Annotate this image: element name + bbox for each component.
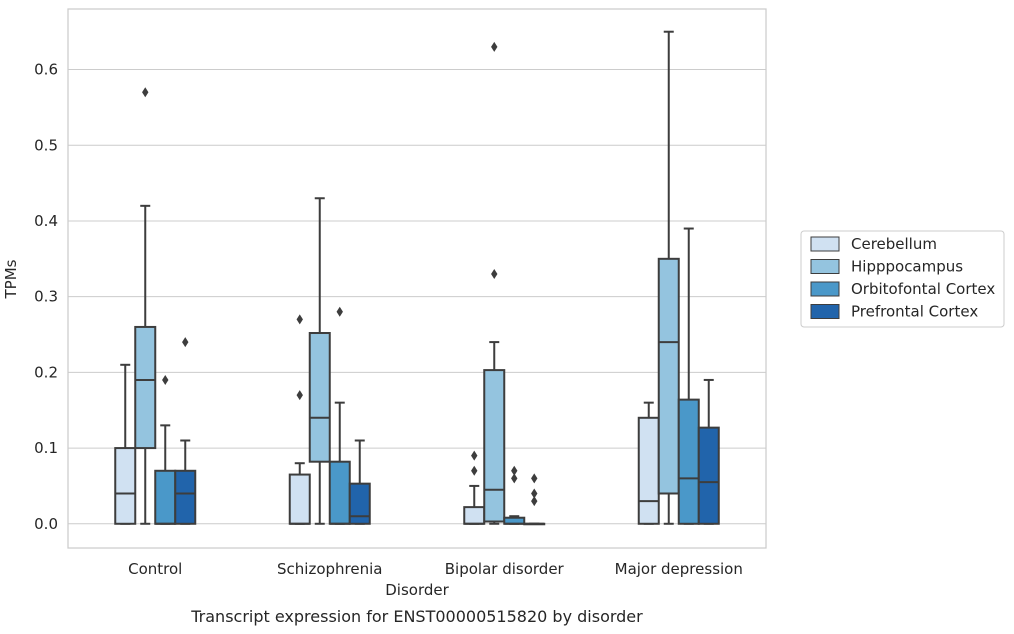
box	[288, 473, 311, 525]
x-axis-label: Disorder	[385, 581, 449, 599]
box-prefrontal-cortex	[174, 337, 197, 525]
outlier-point	[491, 268, 498, 279]
outlier-point	[162, 374, 169, 385]
x-axis-ticks: Control Schizophrenia Bipolar disorder Majo…	[128, 560, 743, 578]
y-axis-label: TPMs	[2, 259, 20, 299]
box-groups	[114, 30, 720, 526]
outlier-point	[531, 488, 538, 499]
box	[463, 506, 486, 525]
legend-label: Hipppocampus	[851, 258, 963, 276]
legend-label: Cerebellum	[851, 235, 937, 253]
legend-frame	[800, 230, 1005, 328]
box-orbitofontal-cortex	[328, 306, 351, 525]
box-cerebellum	[463, 450, 486, 525]
y-tick-label: 0.0	[34, 515, 58, 533]
legend: Cerebellum Hipppocampus Orbitofontal Corte…	[800, 230, 1005, 328]
box	[348, 482, 371, 525]
box-hipppocampus	[483, 41, 506, 525]
y-tick-label: 0.6	[34, 61, 58, 79]
x-tick-label: Bipolar disorder	[445, 560, 565, 578]
outlier-point	[531, 496, 538, 507]
box-hipppocampus	[134, 87, 157, 525]
y-tick-label: 0.2	[34, 363, 58, 381]
box-prefrontal-cortex	[697, 378, 720, 525]
box	[697, 426, 720, 525]
box-cerebellum	[288, 314, 311, 525]
box-hipppocampus	[308, 197, 331, 525]
plot-frame	[67, 8, 767, 549]
x-tick-label: Schizophrenia	[277, 560, 382, 578]
outlier-point	[296, 314, 303, 325]
legend-label: Prefrontal Cortex	[851, 303, 978, 321]
outlier-point	[531, 473, 538, 484]
outlier-point	[182, 337, 189, 348]
box	[637, 416, 660, 525]
y-tick-label: 0.4	[34, 212, 58, 230]
outlier-point	[142, 87, 149, 98]
box-prefrontal-cortex	[348, 439, 371, 525]
legend-label: Orbitofontal Cortex	[851, 280, 995, 298]
box-orbitofontal-cortex	[677, 227, 700, 525]
box	[114, 447, 137, 525]
box-orbitofontal-cortex	[154, 374, 177, 525]
box	[154, 469, 177, 525]
y-tick-label: 0.5	[34, 136, 58, 154]
x-tick-label: Major depression	[615, 560, 743, 578]
legend-swatch	[810, 304, 840, 319]
outlier-point	[511, 465, 518, 476]
y-tick-label: 0.1	[34, 439, 58, 457]
outlier-point	[491, 41, 498, 52]
outlier-point	[471, 465, 478, 476]
box	[174, 469, 197, 525]
box-cerebellum	[637, 401, 660, 525]
outlier-point	[336, 306, 343, 317]
legend-swatch	[810, 236, 840, 252]
outlier-point	[511, 473, 518, 484]
box-orbitofontal-cortex	[503, 465, 526, 525]
chart-caption: Transcript expression for ENST0000051582…	[190, 607, 643, 626]
box	[308, 332, 331, 463]
box	[657, 257, 680, 495]
box	[328, 460, 351, 525]
box	[483, 369, 506, 523]
y-axis-ticks: 0.0 0.1 0.2 0.3 0.4 0.5 0.6	[34, 61, 58, 533]
x-tick-label: Control	[128, 560, 182, 578]
y-tick-label: 0.3	[34, 288, 58, 306]
legend-swatch	[810, 281, 840, 297]
box	[677, 398, 700, 525]
box-prefrontal-cortex	[523, 473, 546, 526]
legend-swatch	[810, 259, 840, 274]
box	[134, 325, 157, 450]
outlier-point	[296, 390, 303, 401]
box-cerebellum	[114, 363, 137, 525]
box-hipppocampus	[657, 30, 680, 525]
outlier-point	[471, 450, 478, 461]
